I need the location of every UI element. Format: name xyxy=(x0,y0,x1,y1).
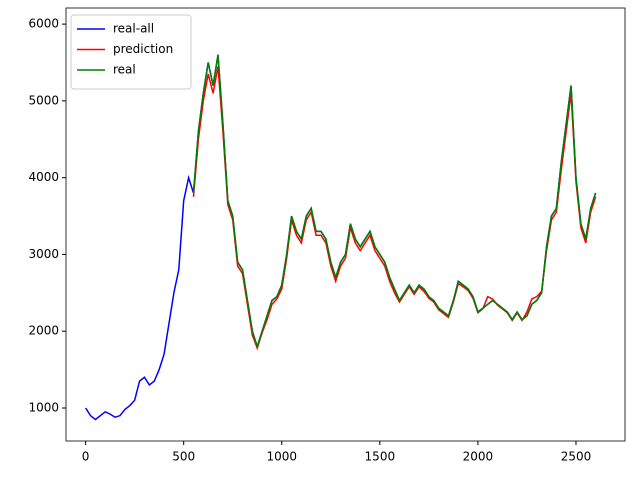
x-tick-label: 2000 xyxy=(463,450,494,464)
legend-label: real-all xyxy=(113,22,154,36)
x-tick-label: 1500 xyxy=(365,450,396,464)
x-tick-label: 500 xyxy=(172,450,195,464)
legend-label: real xyxy=(113,63,136,77)
legend-label: prediction xyxy=(113,42,173,56)
series-line xyxy=(192,66,597,351)
y-tick-label: 1000 xyxy=(28,400,59,414)
y-tick-label: 6000 xyxy=(28,17,59,31)
y-tick-label: 2000 xyxy=(28,324,59,338)
series-line xyxy=(192,54,597,350)
plot-frame xyxy=(65,7,626,442)
y-tick-label: 5000 xyxy=(28,93,59,107)
x-tick-label: 2500 xyxy=(561,450,592,464)
series-line xyxy=(84,54,597,421)
y-tick-label: 3000 xyxy=(28,247,59,261)
y-tick-label: 4000 xyxy=(28,170,59,184)
x-tick-label: 1000 xyxy=(266,450,297,464)
x-tick-label: 0 xyxy=(82,450,90,464)
